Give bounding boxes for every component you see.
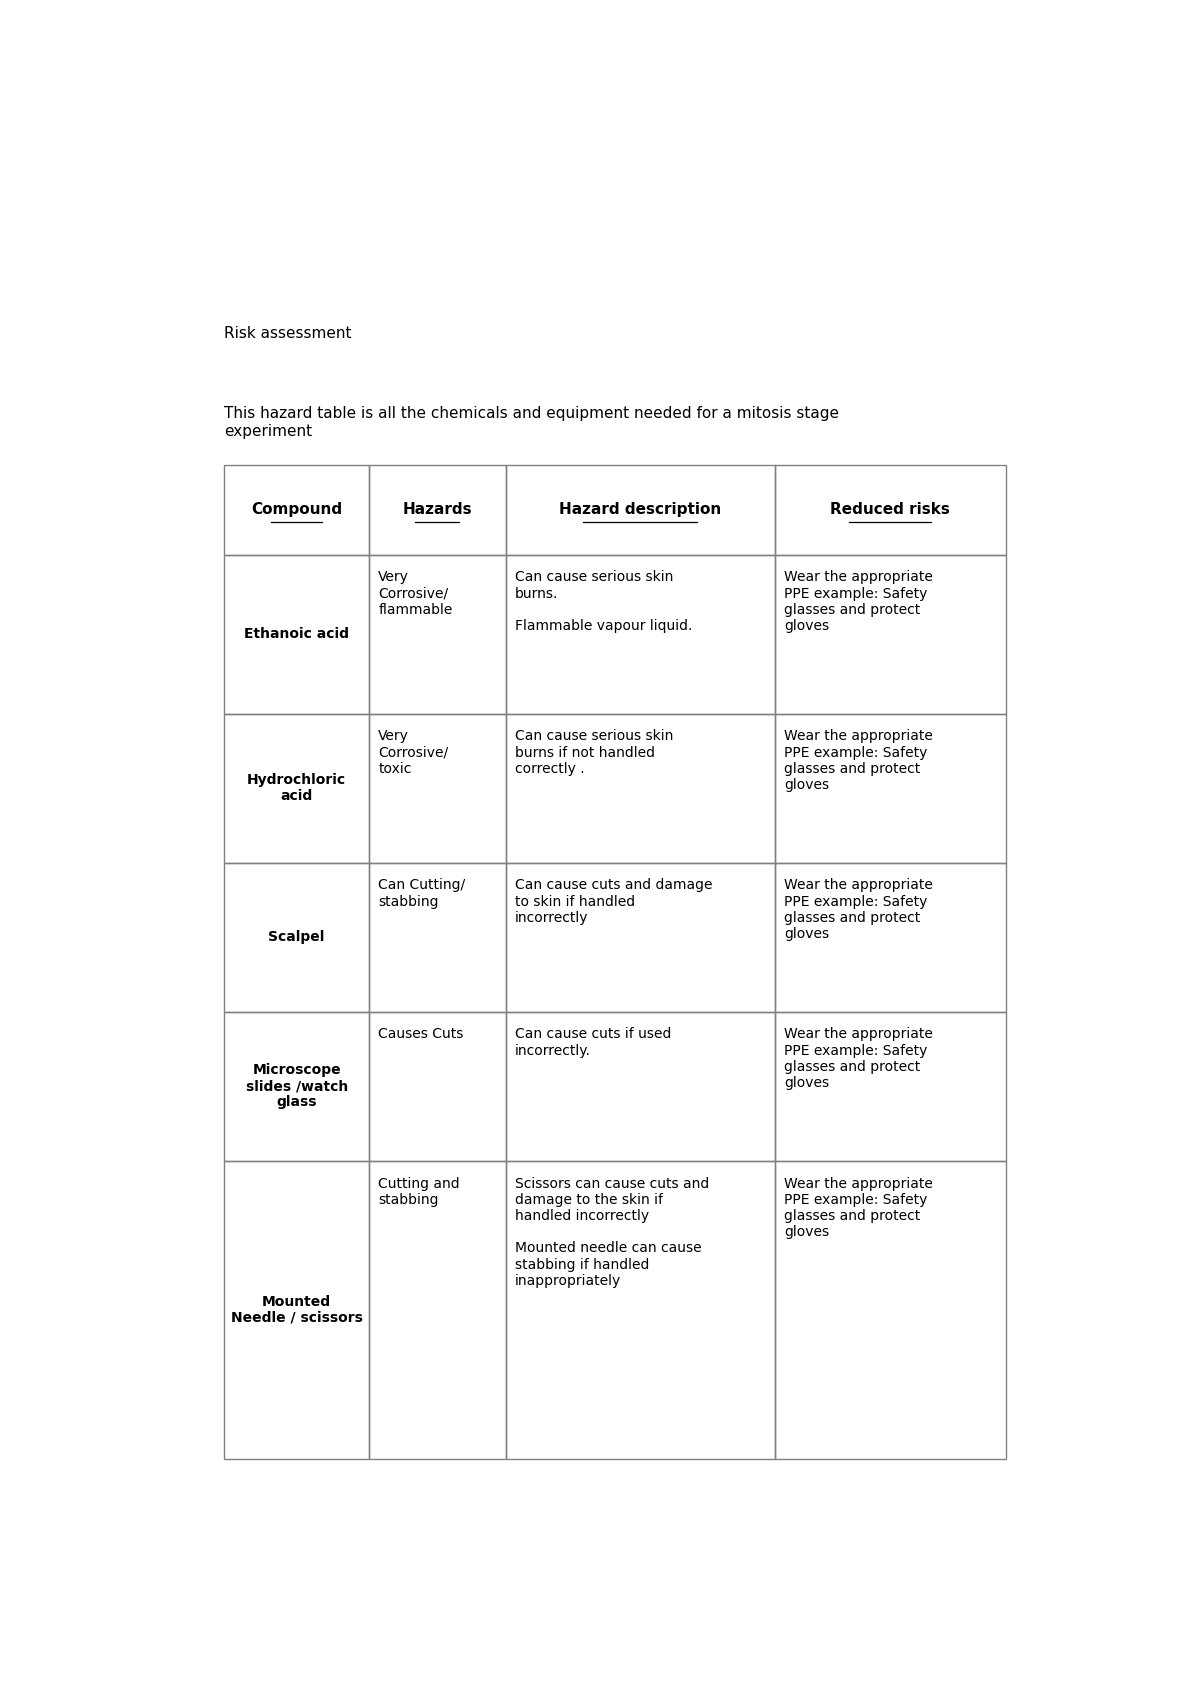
Text: Hazard description: Hazard description — [559, 503, 721, 518]
Bar — [775, 1161, 1006, 1459]
Bar — [505, 465, 775, 555]
Text: Can cause cuts and damage
to skin if handled
incorrectly: Can cause cuts and damage to skin if han… — [515, 878, 713, 925]
Text: Can cause serious skin
burns if not handled
correctly .: Can cause serious skin burns if not hand… — [515, 730, 673, 776]
Text: Scissors can cause cuts and
damage to the skin if
handled incorrectly

Mounted n: Scissors can cause cuts and damage to th… — [515, 1177, 709, 1287]
Bar — [368, 1161, 505, 1459]
Text: Can cause cuts if used
incorrectly.: Can cause cuts if used incorrectly. — [515, 1027, 671, 1058]
Bar — [224, 555, 368, 713]
Text: Microscope
slides /watch
glass: Microscope slides /watch glass — [246, 1063, 348, 1109]
Bar — [368, 555, 505, 713]
Text: Very
Corrosive/
flammable: Very Corrosive/ flammable — [378, 571, 452, 616]
Text: Cutting and
stabbing: Cutting and stabbing — [378, 1177, 460, 1207]
Text: Wear the appropriate
PPE example: Safety
glasses and protect
gloves: Wear the appropriate PPE example: Safety… — [785, 1177, 934, 1240]
Text: Compound: Compound — [251, 503, 342, 518]
Text: Reduced risks: Reduced risks — [830, 503, 950, 518]
Text: Wear the appropriate
PPE example: Safety
glasses and protect
gloves: Wear the appropriate PPE example: Safety… — [785, 571, 934, 633]
Text: Ethanoic acid: Ethanoic acid — [244, 627, 349, 642]
Bar — [224, 863, 368, 1012]
Bar — [368, 1012, 505, 1161]
Bar — [505, 713, 775, 863]
Text: This hazard table is all the chemicals and equipment needed for a mitosis stage
: This hazard table is all the chemicals a… — [224, 406, 840, 438]
Text: Hazards: Hazards — [402, 503, 472, 518]
Text: Wear the appropriate
PPE example: Safety
glasses and protect
gloves: Wear the appropriate PPE example: Safety… — [785, 1027, 934, 1090]
Bar — [505, 863, 775, 1012]
Bar — [368, 465, 505, 555]
Text: Hydrochloric
acid: Hydrochloric acid — [247, 773, 347, 803]
Text: Scalpel: Scalpel — [269, 931, 325, 944]
Text: Can cause serious skin
burns.

Flammable vapour liquid.: Can cause serious skin burns. Flammable … — [515, 571, 692, 633]
Text: Causes Cuts: Causes Cuts — [378, 1027, 463, 1041]
Bar — [224, 1161, 368, 1459]
Bar — [368, 863, 505, 1012]
Bar — [224, 713, 368, 863]
Bar — [775, 863, 1006, 1012]
Bar — [224, 1012, 368, 1161]
Bar — [505, 1012, 775, 1161]
Text: Can Cutting/
stabbing: Can Cutting/ stabbing — [378, 878, 466, 908]
Text: Wear the appropriate
PPE example: Safety
glasses and protect
gloves: Wear the appropriate PPE example: Safety… — [785, 878, 934, 941]
Bar — [505, 555, 775, 713]
Bar — [775, 1012, 1006, 1161]
Text: Risk assessment: Risk assessment — [224, 326, 352, 341]
Bar — [775, 713, 1006, 863]
Text: Mounted
Needle / scissors: Mounted Needle / scissors — [230, 1296, 362, 1324]
Text: Very
Corrosive/
toxic: Very Corrosive/ toxic — [378, 730, 449, 776]
Bar — [224, 465, 368, 555]
Bar — [775, 555, 1006, 713]
Text: Wear the appropriate
PPE example: Safety
glasses and protect
gloves: Wear the appropriate PPE example: Safety… — [785, 730, 934, 791]
Bar — [505, 1161, 775, 1459]
Bar — [368, 713, 505, 863]
Bar — [775, 465, 1006, 555]
